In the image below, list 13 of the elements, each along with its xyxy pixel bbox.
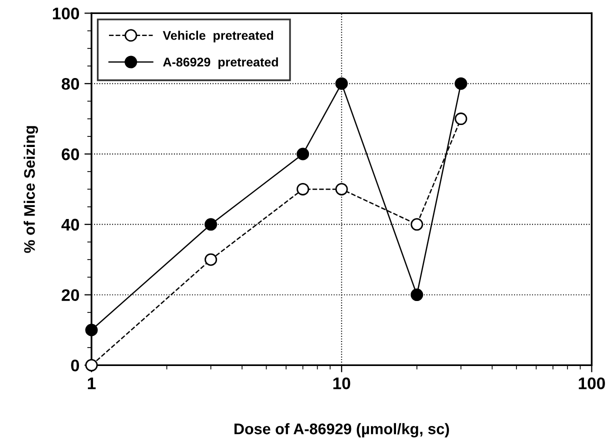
y-tick-label: 100 xyxy=(52,8,80,20)
y-tick-label: 20 xyxy=(62,289,80,302)
x-tick-label: 10 xyxy=(333,377,350,390)
y-tick-label: 80 xyxy=(62,78,80,90)
y-tick-label: 0 xyxy=(71,360,80,372)
legend-label: A-86929 pretreated xyxy=(163,57,278,70)
y-axis-title: % of Mice Seizing xyxy=(24,126,38,253)
y-tick-label: 60 xyxy=(62,148,80,160)
y-tick-label: 40 xyxy=(61,218,80,231)
x-axis-title: Dose of A-86929 (µmol/kg, sc) xyxy=(234,423,449,438)
legend-label: Vehicle pretreated xyxy=(162,30,274,42)
x-tick-label: 100 xyxy=(578,377,605,390)
x-tick-label: 1 xyxy=(88,378,96,390)
